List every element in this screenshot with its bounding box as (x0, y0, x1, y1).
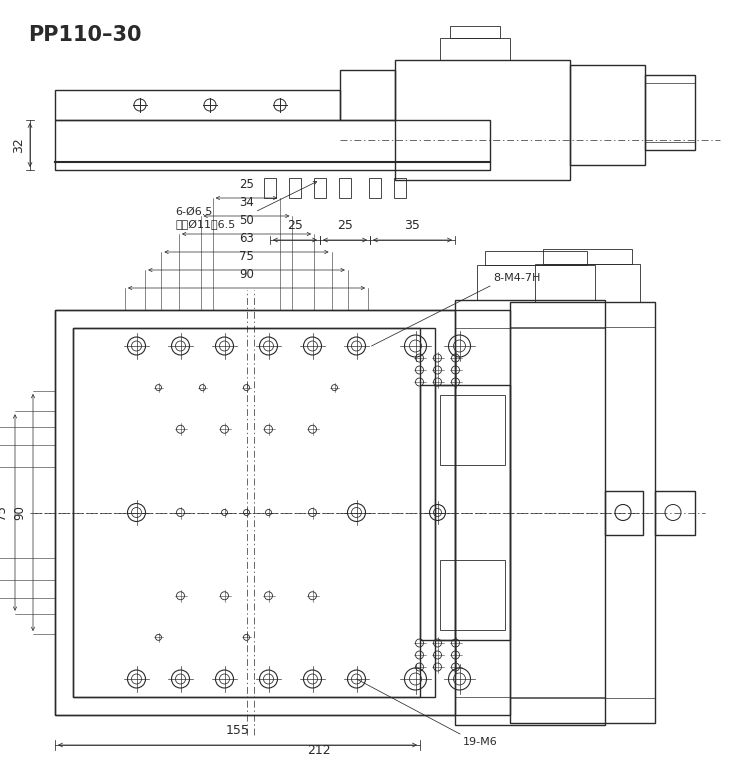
Text: 8-M4-7H: 8-M4-7H (493, 273, 540, 283)
Bar (55, 120, 490, 170)
Text: 90: 90 (239, 268, 254, 281)
Bar (485, 251, 587, 265)
Text: PP110–30: PP110–30 (28, 25, 142, 45)
Bar (339, 178, 351, 198)
Bar (440, 395, 505, 465)
Text: 212: 212 (308, 744, 331, 757)
Bar (510, 302, 655, 723)
Bar (369, 178, 381, 198)
Text: 沉孔Ø11深6.5: 沉孔Ø11深6.5 (175, 220, 236, 230)
Bar (455, 300, 605, 725)
Text: 75: 75 (0, 505, 8, 520)
Bar (55, 90, 340, 120)
Text: 32: 32 (12, 137, 25, 153)
Bar (55, 310, 455, 715)
Bar (655, 490, 695, 534)
Bar (535, 264, 640, 302)
Bar (420, 385, 455, 640)
Bar (477, 265, 595, 300)
Bar (314, 178, 326, 198)
Bar (645, 75, 695, 150)
Bar (450, 26, 500, 38)
Text: 25: 25 (239, 178, 254, 191)
Bar (73, 328, 420, 697)
Bar (543, 249, 632, 264)
Text: 25: 25 (287, 219, 303, 232)
Bar (440, 560, 505, 630)
Text: 90: 90 (13, 505, 26, 520)
Text: 50: 50 (239, 214, 254, 227)
Text: 35: 35 (404, 219, 421, 232)
Text: 34: 34 (239, 196, 254, 209)
Bar (55, 310, 510, 715)
Bar (605, 490, 643, 534)
Bar (264, 178, 276, 198)
Bar (435, 385, 510, 640)
Text: 155: 155 (226, 724, 250, 737)
Bar (570, 65, 645, 165)
Text: 19-M6: 19-M6 (463, 737, 498, 747)
Bar (340, 70, 395, 120)
Text: 6-Ø6.5: 6-Ø6.5 (175, 207, 212, 217)
Text: 63: 63 (239, 232, 254, 245)
Bar (395, 60, 570, 180)
Bar (73, 328, 435, 697)
Text: 75: 75 (239, 250, 254, 263)
Bar (289, 178, 301, 198)
Bar (440, 38, 510, 60)
Bar (394, 178, 406, 198)
Text: 25: 25 (337, 219, 353, 232)
